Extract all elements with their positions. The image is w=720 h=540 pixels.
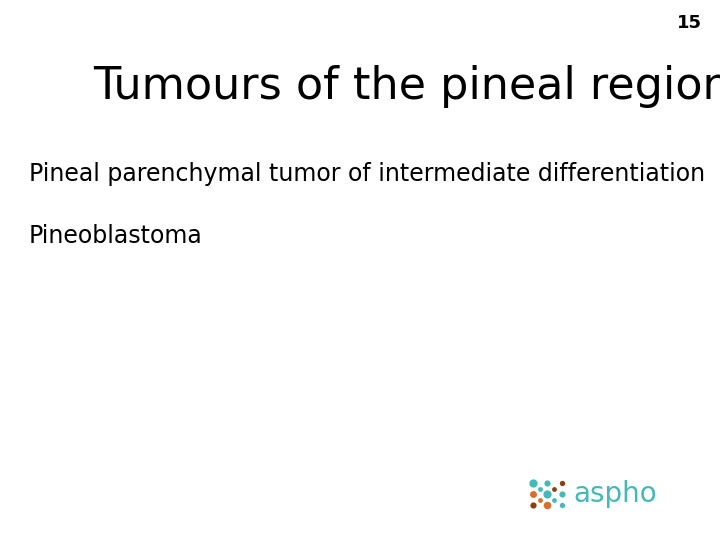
Point (556, 501, 567, 509)
Point (556, 490, 567, 498)
Point (541, 490, 553, 498)
Text: 15: 15 (677, 14, 702, 31)
Point (556, 479, 567, 488)
Text: aspho: aspho (574, 480, 657, 508)
Point (527, 490, 539, 498)
Text: Pineoblastoma: Pineoblastoma (29, 224, 202, 248)
Point (549, 495, 560, 504)
Point (549, 484, 560, 493)
Point (541, 501, 553, 509)
Point (534, 484, 546, 493)
Text: Pineal parenchymal tumor of intermediate differentiation: Pineal parenchymal tumor of intermediate… (29, 162, 705, 186)
Point (534, 495, 546, 504)
Text: Tumours of the pineal region: Tumours of the pineal region (94, 65, 720, 108)
Point (527, 479, 539, 488)
Point (541, 479, 553, 488)
Point (527, 501, 539, 509)
